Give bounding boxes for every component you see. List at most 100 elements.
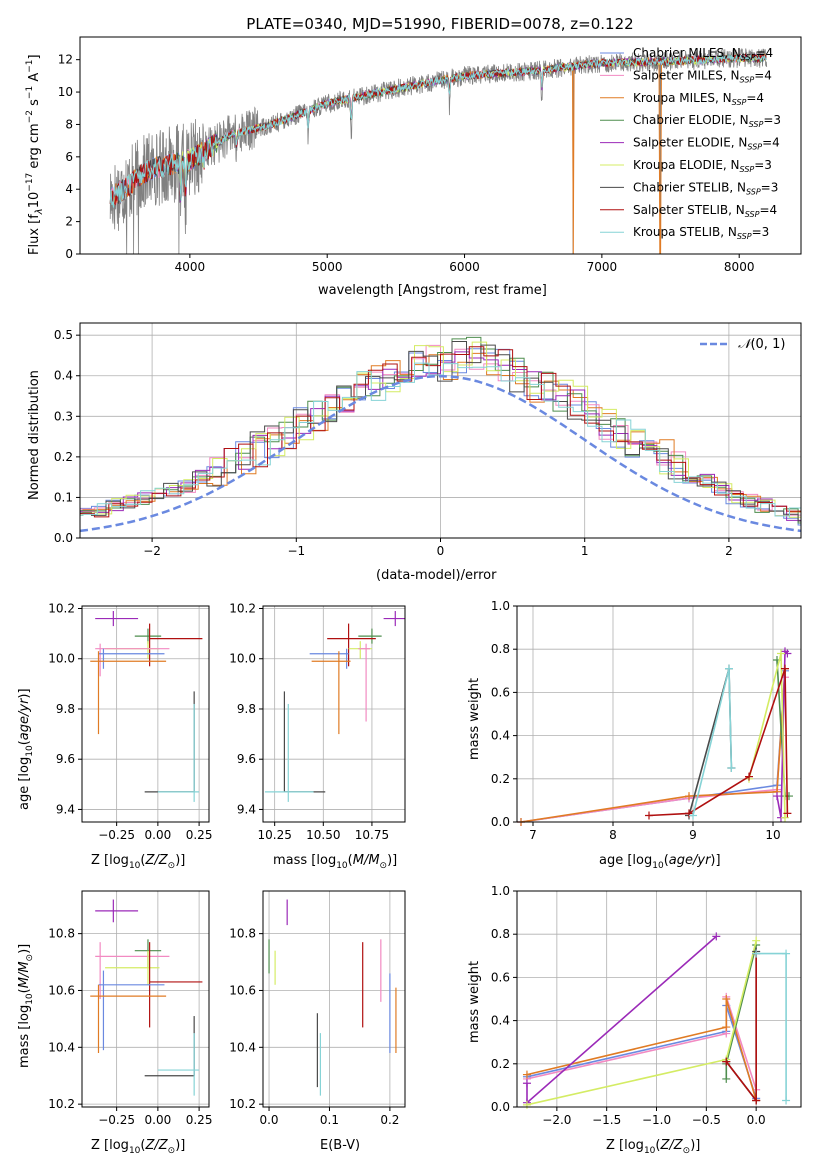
weight-age-ytick-label: 0.8 <box>491 642 510 656</box>
weight-age-marker-kroupa_stelib <box>727 764 736 772</box>
age-mass-ytick-label: 9.4 <box>237 802 256 816</box>
legend-label-kroupa_stelib: Kroupa STELIB, NSSP=3 <box>633 225 769 241</box>
residual-hist-salpeter_elodie <box>80 351 801 526</box>
legend-label-salpeter_stelib: Salpeter STELIB, NSSP=4 <box>633 203 777 219</box>
mass-ebv-frame <box>262 890 406 1108</box>
legend-label-kroupa_elodie: Kroupa ELODIE, NSSP=3 <box>633 158 772 174</box>
weight-age-marker-kroupa_stelib <box>689 811 697 820</box>
mass-z-xtick-label: 0.25 <box>186 1113 213 1127</box>
weight-age-ytick-label: 0.0 <box>491 815 510 829</box>
age-z-ytick-label: 10.2 <box>48 602 75 616</box>
weight-z-ytick-label: 1.0 <box>491 884 510 898</box>
weight-age-ytick-label: 0.6 <box>491 685 510 699</box>
age-mass-ytick-label: 9.8 <box>237 702 256 716</box>
age-vs-mass-panel: mass [log10(M/M⊙)] 10.25 10.50 10.75 9.4 9.6… <box>229 602 406 871</box>
mass-ebv-xtick-label: 0.0 <box>259 1113 278 1127</box>
mass-ebv-xtick-label: 0.1 <box>320 1113 339 1127</box>
mass-ebv-xlabel: E(B-V) <box>320 1138 360 1153</box>
weight-age-xtick-label: 8 <box>609 828 617 842</box>
weight-z-xlabel: Z [log10(Z/Z⊙)] <box>606 1138 700 1156</box>
figure-title: PLATE=0340, MJD=51990, FIBERID=0078, z=0… <box>246 15 633 33</box>
spectrum-ytick-label: 10 <box>58 85 73 99</box>
age-z-xtick-label: −0.25 <box>98 828 135 842</box>
weight-z-marker-kroupa_elodie <box>752 936 761 945</box>
spectrum-ytick-label: 0 <box>65 247 73 261</box>
mass-z-xlabel: Z [log10(Z/Z⊙)] <box>91 1138 185 1156</box>
mass-ebv-ytick-label: 10.4 <box>229 1040 256 1054</box>
weight-age-xtick-label: 10 <box>765 828 780 842</box>
weight-age-marker-kroupa_elodie <box>781 813 789 822</box>
weight-z-ytick-label: 0.6 <box>491 970 510 984</box>
weight-age-marker-kroupa_miles <box>685 792 693 801</box>
spectrum-model-kroupa_stelib <box>109 54 767 208</box>
weight-age-marker-salpeter_stelib <box>745 772 753 781</box>
weight-z-marker-kroupa_stelib <box>782 949 791 958</box>
age-mass-ytick-label: 10.0 <box>229 652 256 666</box>
age-z-ylabel: age [log10(age/yr)] <box>17 688 35 810</box>
spectrum-frame <box>79 36 802 255</box>
weight-age-frame <box>516 605 802 823</box>
weight-age-xtick-label: 9 <box>689 828 697 842</box>
age-mass-ytick-label: 10.2 <box>229 602 256 616</box>
age-z-ytick-label: 9.6 <box>56 752 75 766</box>
residual-hist-kroupa_elodie <box>80 341 801 518</box>
weight-z-line-kroupa_miles <box>526 998 757 1101</box>
mass-z-ytick-label: 10.4 <box>48 1040 75 1054</box>
spectrum-panel: wavelength [Angstrom, rest frame] Flux [… <box>25 36 802 298</box>
weight-age-marker-salpeter_elodie <box>773 792 781 801</box>
weight-z-ytick-label: 0.0 <box>491 1100 510 1114</box>
age-z-ytick-label: 9.8 <box>56 702 75 716</box>
weight-age-xlabel: age [log10(age/yr)] <box>599 853 721 871</box>
normal-legend-label: 𝒩(0, 1) <box>738 337 785 352</box>
weight-z-marker-kroupa_elodie <box>522 1100 531 1109</box>
weight-z-xtick-label: −1.5 <box>592 1113 621 1127</box>
weight-age-marker-salpeter_stelib <box>645 811 653 820</box>
residuals-xtick-label: −2 <box>143 544 161 558</box>
age-mass-xtick-label: 10.75 <box>355 828 389 842</box>
legend-label-salpeter_elodie: Salpeter ELODIE, NSSP=4 <box>633 136 780 152</box>
mass-z-xtick-label: −0.25 <box>98 1113 135 1127</box>
residuals-xtick-label: 1 <box>581 544 589 558</box>
weight-z-marker-salpeter_stelib <box>752 1096 761 1105</box>
weight-z-marker-chabrier_elodie <box>722 1074 731 1083</box>
weight-age-marker-kroupa_stelib <box>725 664 733 673</box>
mass-z-xtick-label: 0.00 <box>145 1113 172 1127</box>
residuals-plot-area <box>80 336 801 533</box>
weight-vs-age-panel: age [log10(age/yr)] mass weight 7 8 9 10 0.0… <box>467 599 802 871</box>
weight-z-frame <box>516 890 802 1108</box>
legend-label-chabrier_miles: Chabrier MILES, NSSP=4 <box>633 46 773 62</box>
residuals-xtick-label: −1 <box>287 544 305 558</box>
residuals-ytick-label: 0.2 <box>54 450 73 464</box>
weight-age-ylabel: mass weight <box>467 678 482 760</box>
residuals-xlabel: (data-model)/error <box>376 568 497 583</box>
residual-hist-kroupa_stelib <box>80 362 801 517</box>
residuals-ylabel: Normed distribution <box>27 370 42 500</box>
weight-age-marker-salpeter_stelib <box>783 809 792 818</box>
spectrum-xtick-label: 8000 <box>724 260 755 274</box>
spectrum-ytick-label: 6 <box>65 150 73 164</box>
weight-z-marker-kroupa_miles <box>722 1023 731 1032</box>
mass-ebv-ytick-label: 10.6 <box>229 983 256 997</box>
age-mass-xtick-label: 10.25 <box>257 828 291 842</box>
spectrum-xtick-label: 6000 <box>449 260 480 274</box>
residuals-ytick-label: 0.4 <box>54 369 73 383</box>
residuals-xtick-label: 2 <box>725 544 733 558</box>
age-vs-metallicity-panel: Z [log10(Z/Z⊙)] age [log10(age/yr)] −0.2… <box>17 602 212 871</box>
spectrum-xtick-label: 5000 <box>312 260 343 274</box>
weight-z-marker-kroupa_stelib <box>782 1096 791 1105</box>
legend-label-salpeter_miles: Salpeter MILES, NSSP=4 <box>633 68 772 84</box>
weight-z-xtick-label: −1.0 <box>642 1113 671 1127</box>
age-z-ytick-label: 10.0 <box>48 652 75 666</box>
normal-distribution-curve <box>80 374 801 533</box>
weight-age-ytick-label: 0.2 <box>491 772 510 786</box>
residuals-ytick-label: 0.1 <box>54 490 73 504</box>
weight-z-marker-salpeter_elodie <box>522 1079 531 1088</box>
residuals-xtick-label: 0 <box>437 544 445 558</box>
residuals-ytick-label: 0.5 <box>54 328 73 342</box>
spectrum-ytick-label: 12 <box>58 53 73 67</box>
weight-z-marker-kroupa_stelib <box>752 949 761 958</box>
weight-z-ytick-label: 0.2 <box>491 1057 510 1071</box>
weight-z-xtick-label: −2.0 <box>542 1113 571 1127</box>
